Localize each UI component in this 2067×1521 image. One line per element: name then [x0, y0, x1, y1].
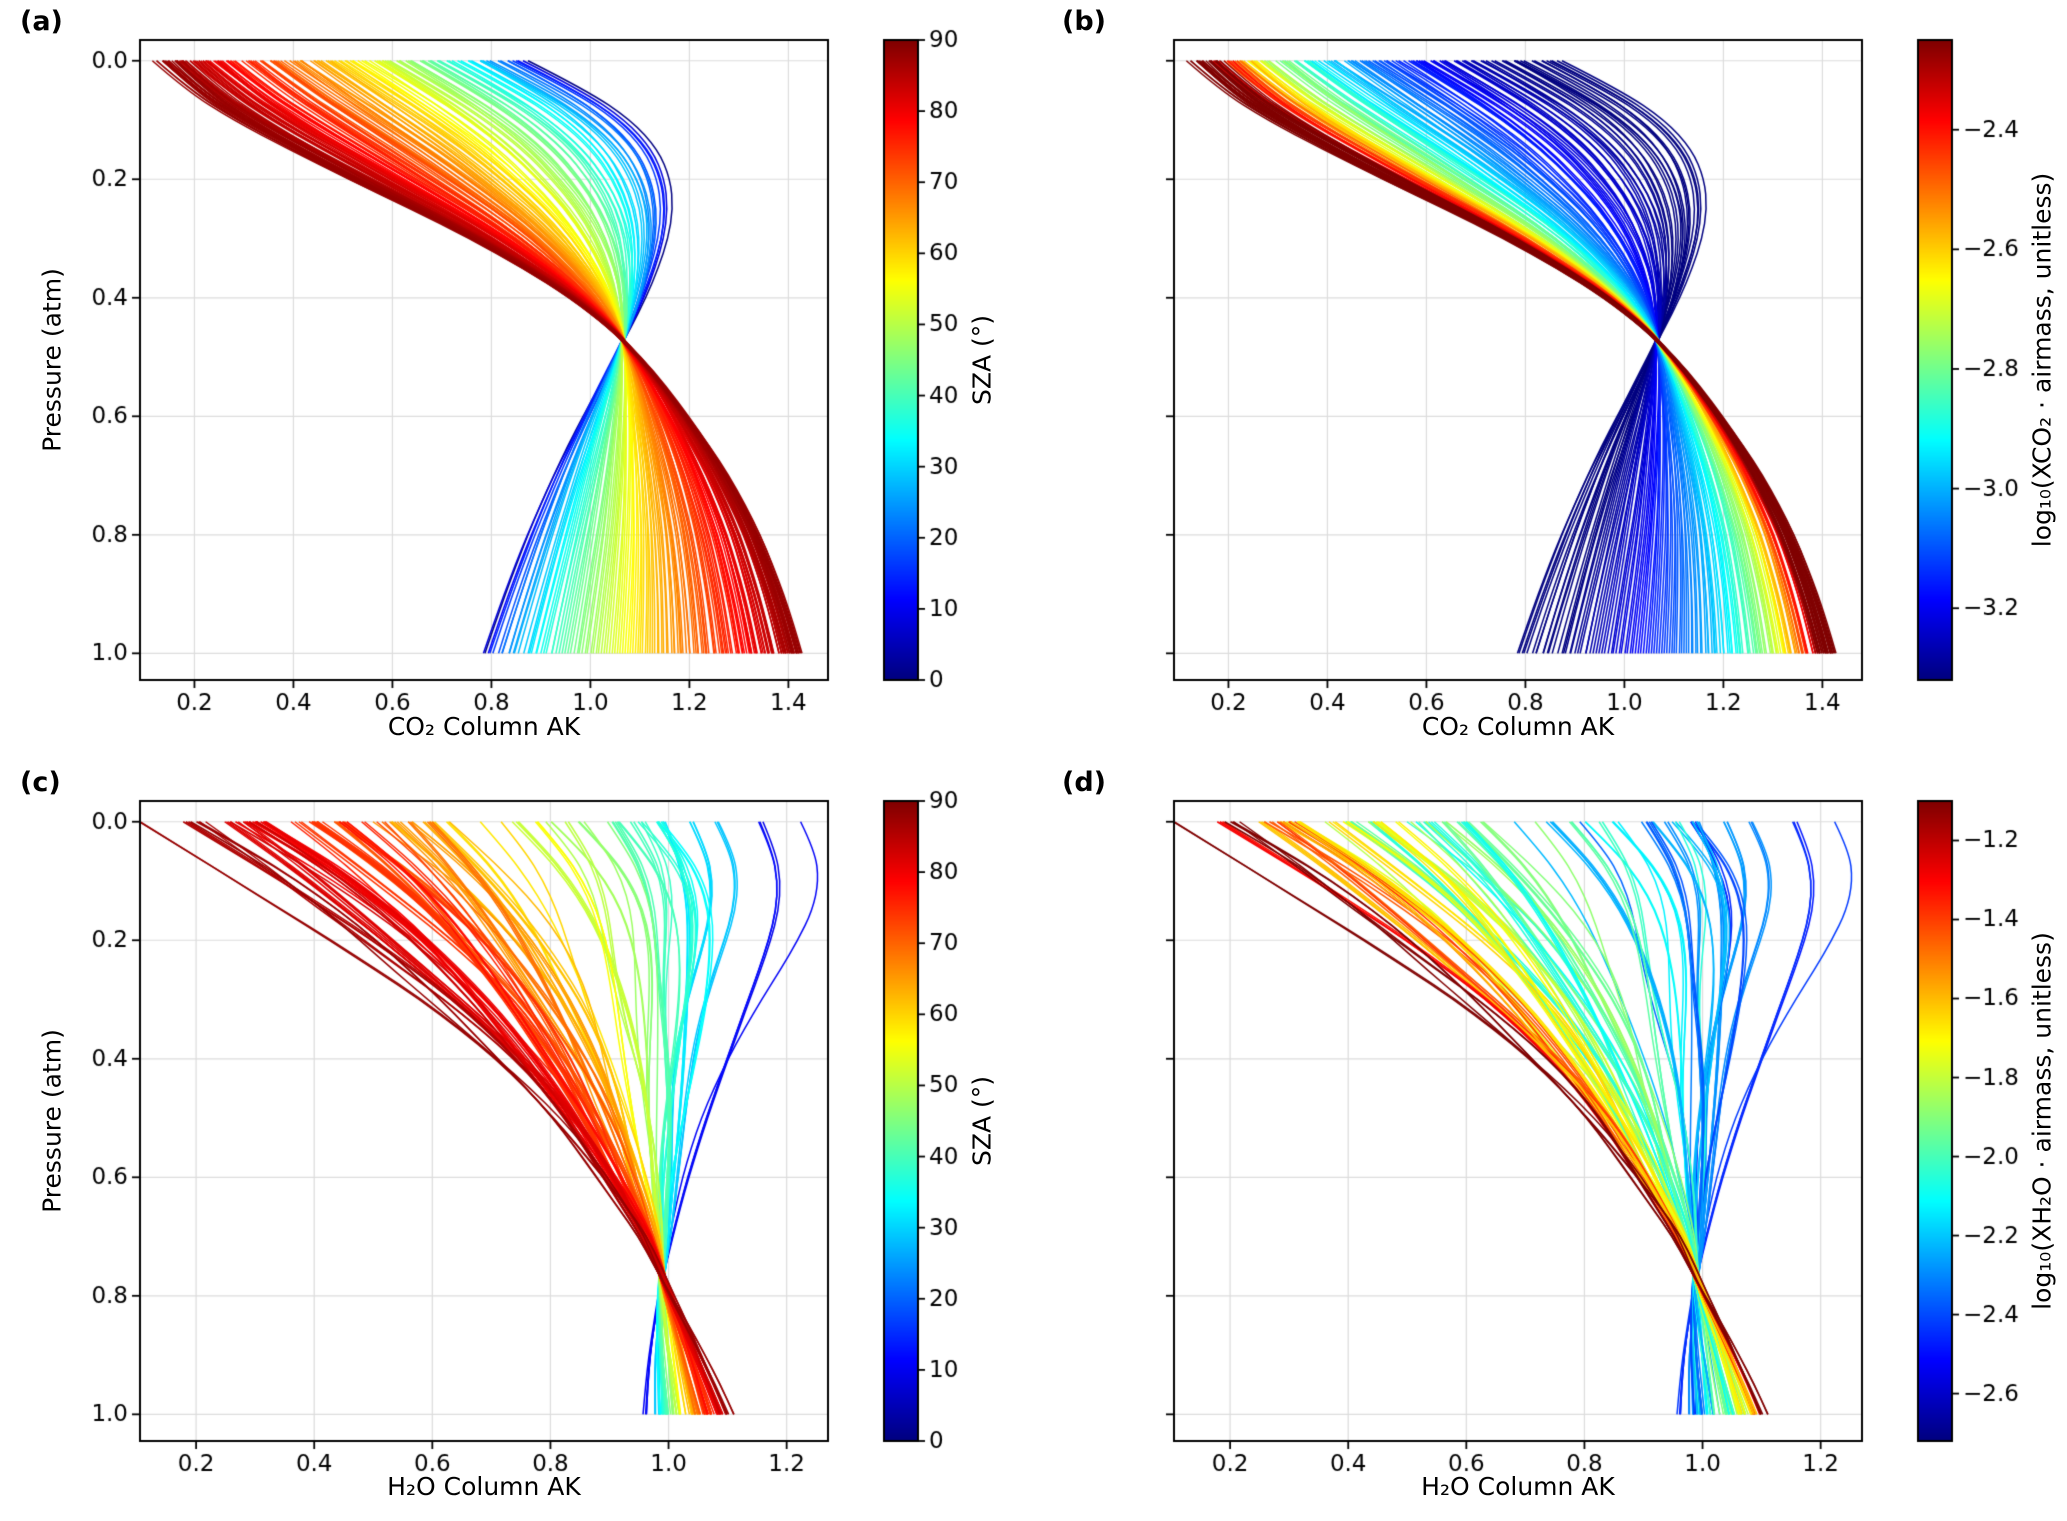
panel-a-colorbar-label: SZA (°) — [967, 314, 997, 406]
panel-d-letter: (d) — [1062, 767, 1107, 798]
panel-a-ylabel: Pressure (atm) — [37, 268, 67, 452]
panel-c-xlabel: H₂O Column AK — [387, 1472, 581, 1501]
panel-a-letter: (a) — [20, 6, 63, 37]
panel-a-xlabel: CO₂ Column AK — [387, 712, 581, 741]
panel-b-colorbar-label: log₁₀(XCO₂ ⋅ airmass, unitless) — [2027, 172, 2057, 548]
panel-d-xlabel: H₂O Column AK — [1421, 1472, 1615, 1501]
panel-c-ylabel: Pressure (atm) — [37, 1029, 67, 1213]
panel-b-letter: (b) — [1062, 6, 1107, 37]
panel-c-letter: (c) — [20, 767, 61, 798]
panel-c-colorbar-label: SZA (°) — [967, 1075, 997, 1167]
panel-d-colorbar-label: log₁₀(XH₂O ⋅ airmass, unitless) — [2027, 932, 2057, 1310]
panel-b-xlabel: CO₂ Column AK — [1421, 712, 1615, 741]
